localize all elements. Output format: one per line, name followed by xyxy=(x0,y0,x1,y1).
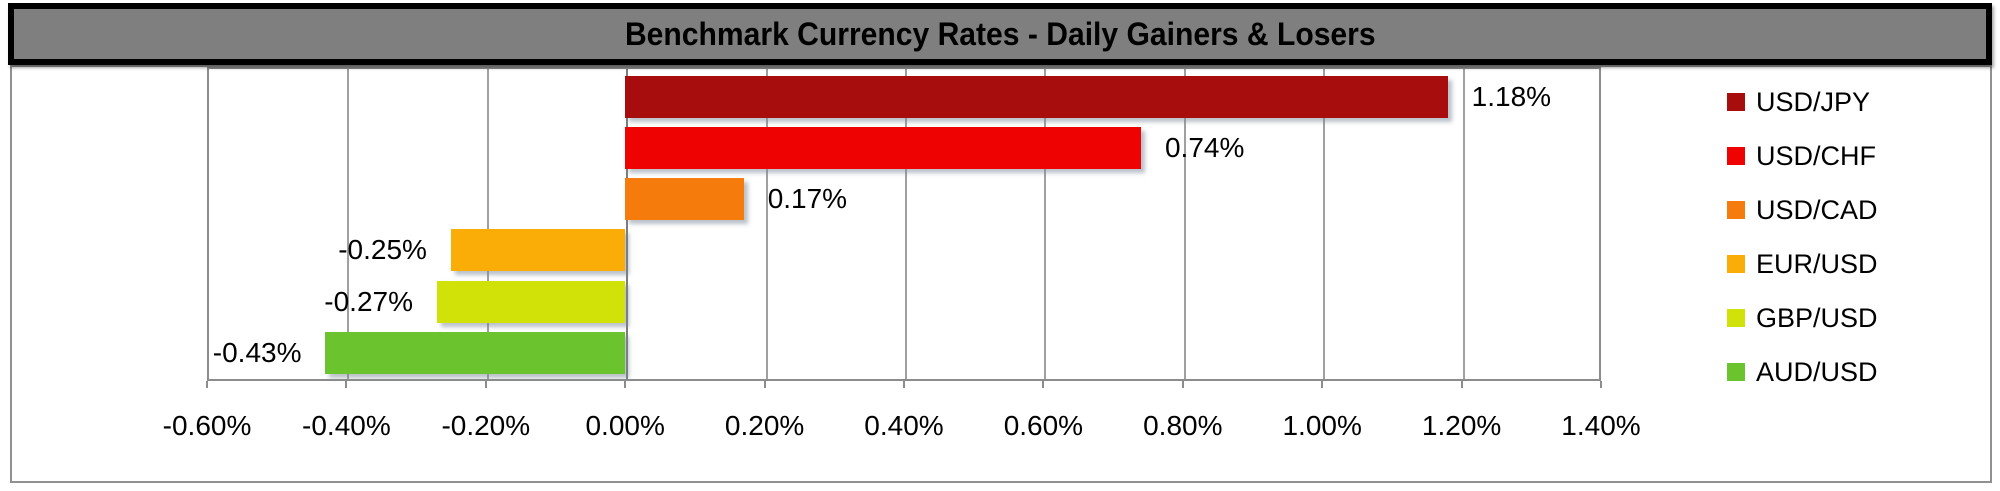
gridline xyxy=(905,69,907,379)
x-axis-tick-mark xyxy=(1042,381,1045,388)
gridline xyxy=(486,69,489,379)
x-axis-tick-label: -0.20% xyxy=(441,410,531,441)
zero-axis-line xyxy=(626,69,629,379)
legend-swatch-icon xyxy=(1727,93,1745,111)
legend-swatch-icon xyxy=(1727,201,1745,219)
legend-swatch-icon xyxy=(1727,363,1745,381)
x-axis-tick-label: 1.40% xyxy=(1561,410,1641,441)
x-axis-tick-label: -0.40% xyxy=(302,410,391,441)
plot-area xyxy=(207,67,1601,381)
legend-label: USD/JPY xyxy=(1756,86,1871,117)
gridline xyxy=(347,69,350,379)
x-axis-tick-label: 0.20% xyxy=(724,410,805,441)
legend-label: EUR/USD xyxy=(1756,248,1878,279)
legend-label: USD/CAD xyxy=(1756,194,1878,225)
gridline xyxy=(1183,69,1186,379)
legend-label: AUD/USD xyxy=(1756,356,1878,387)
x-axis-tick-mark xyxy=(345,381,348,388)
data-label-aud-usd: -0.43% xyxy=(212,337,302,368)
x-axis-tick-label: 0.80% xyxy=(1143,410,1223,441)
x-axis-tick-label: -0.60% xyxy=(162,410,252,441)
data-label-usd-cad: 0.17% xyxy=(767,183,848,215)
legend-label: GBP/USD xyxy=(1756,302,1878,333)
data-label-eur-usd: -0.25% xyxy=(338,234,427,266)
x-axis-tick-label: 0.60% xyxy=(1003,410,1084,441)
chart-title: Benchmark Currency Rates - Daily Gainers… xyxy=(624,15,1376,52)
legend-item-usd-cad: USD/CAD xyxy=(1727,183,1878,237)
x-axis-tick-mark xyxy=(1181,381,1184,388)
legend-swatch-icon xyxy=(1727,147,1745,165)
x-axis-tick-mark xyxy=(624,381,627,388)
gridline xyxy=(1323,69,1326,379)
bar-usd-cad xyxy=(625,178,744,221)
gridline xyxy=(1044,69,1047,379)
chart-title-bar: Benchmark Currency Rates - Daily Gainers… xyxy=(8,3,1992,65)
bar-gbp-usd xyxy=(437,280,626,323)
x-axis-tick-label: 0.00% xyxy=(585,410,665,441)
bar-eur-usd xyxy=(450,229,626,272)
legend-item-gbp-usd: GBP/USD xyxy=(1727,291,1878,345)
bar-aud-usd xyxy=(325,332,626,374)
x-axis-tick-mark xyxy=(763,381,766,388)
legend-swatch-icon xyxy=(1727,255,1745,273)
legend-item-usd-jpy: USD/JPY xyxy=(1727,75,1878,129)
legend-item-eur-usd: EUR/USD xyxy=(1727,237,1878,291)
legend-item-aud-usd: AUD/USD xyxy=(1727,345,1878,399)
data-label-usd-jpy: 1.18% xyxy=(1471,80,1552,112)
gridline xyxy=(1462,69,1465,379)
x-axis-tick-label: 0.40% xyxy=(864,410,944,441)
data-label-gbp-usd: -0.27% xyxy=(324,285,413,317)
x-axis-tick-mark xyxy=(206,381,208,388)
bar-usd-chf xyxy=(625,126,1141,169)
x-axis-tick-mark xyxy=(484,381,487,388)
gridline xyxy=(765,69,768,379)
legend-swatch-icon xyxy=(1727,309,1745,327)
data-label-usd-chf: 0.74% xyxy=(1164,131,1245,163)
x-axis-tick-label: 1.00% xyxy=(1282,410,1362,441)
legend-item-usd-chf: USD/CHF xyxy=(1727,129,1878,183)
x-axis-tick-mark xyxy=(1600,381,1602,388)
bar-usd-jpy xyxy=(625,75,1448,118)
x-axis-tick-mark xyxy=(903,381,905,388)
legend-label: USD/CHF xyxy=(1756,140,1876,171)
x-axis-tick-mark xyxy=(1460,381,1463,388)
x-axis-tick-label: 1.20% xyxy=(1421,410,1502,441)
x-axis-tick-mark xyxy=(1321,381,1324,388)
legend: USD/JPY USD/CHF USD/CAD EUR/USD GBP/USD AUD/U… xyxy=(1727,75,1878,399)
